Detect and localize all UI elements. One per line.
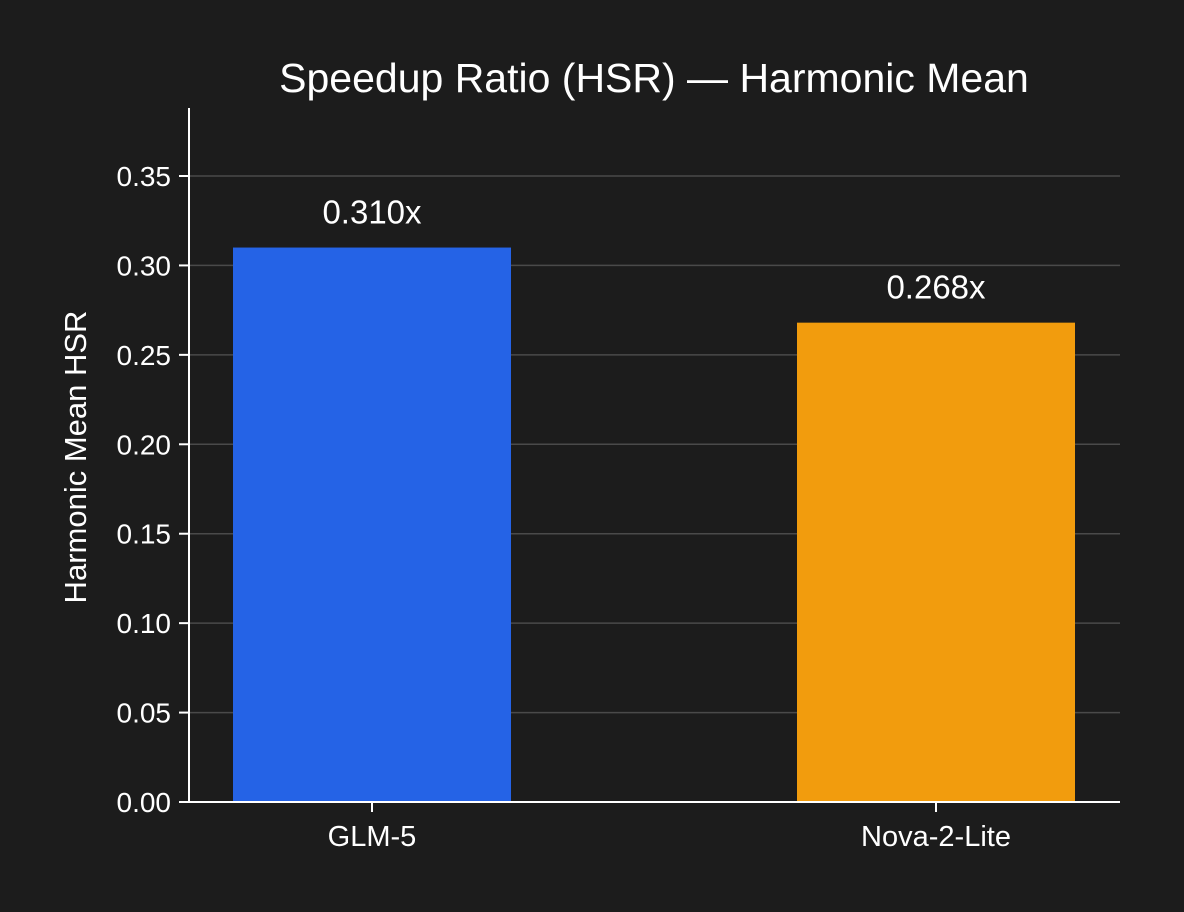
bar-nova-2-lite — [797, 322, 1075, 802]
y-tick-label: 0.25 — [117, 340, 172, 371]
y-tick-label: 0.10 — [117, 608, 172, 639]
bar-value-label: 0.310x — [322, 194, 422, 231]
x-tick-label: GLM-5 — [328, 821, 417, 853]
chart-title: Speedup Ratio (HSR) — Harmonic Mean — [279, 55, 1029, 101]
y-tick-label: 0.05 — [117, 698, 172, 729]
labels: 0.00 0.05 0.10 0.15 0.20 0.25 0.30 0.35 0.310x GL… — [117, 161, 1011, 853]
y-tick-label: 0.35 — [117, 161, 172, 192]
bar-value-label: 0.268x — [886, 269, 986, 306]
axes — [179, 108, 1120, 812]
x-tick-label: Nova-2-Lite — [861, 821, 1011, 853]
y-tick-label: 0.15 — [117, 519, 172, 550]
bars — [233, 247, 1075, 803]
y-axis-label: Harmonic Mean HSR — [58, 311, 93, 604]
bar-glm-5 — [233, 247, 511, 803]
y-tick-label: 0.00 — [117, 787, 172, 818]
y-tick-label: 0.20 — [117, 429, 172, 460]
y-tick-label: 0.30 — [117, 250, 172, 281]
